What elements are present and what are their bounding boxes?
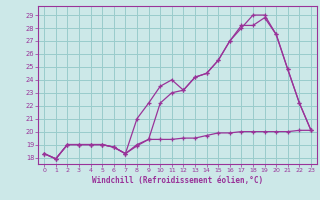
- X-axis label: Windchill (Refroidissement éolien,°C): Windchill (Refroidissement éolien,°C): [92, 176, 263, 185]
